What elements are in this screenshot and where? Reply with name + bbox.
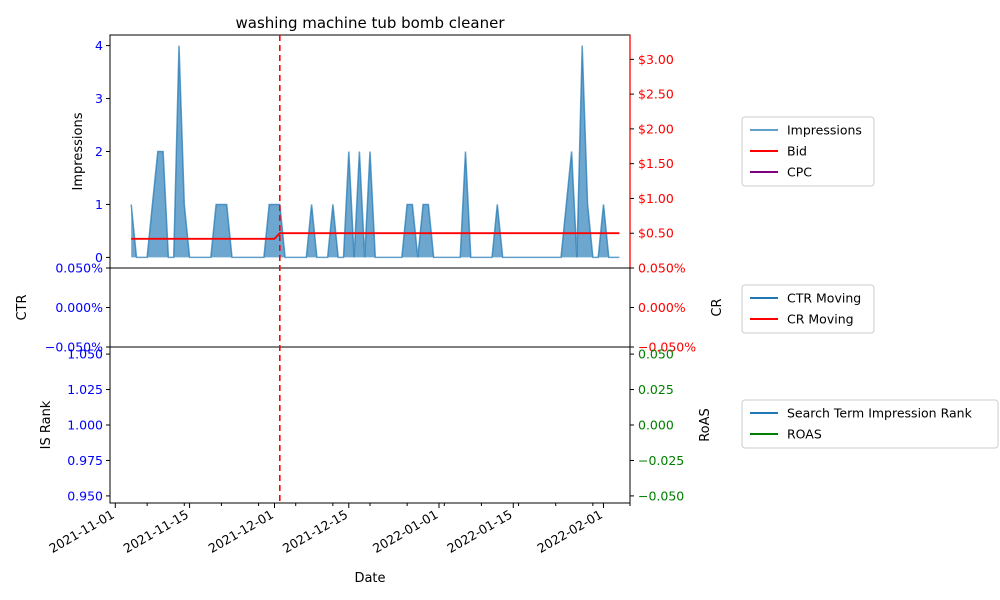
- bottom-left-tick-label: 1.025: [67, 382, 103, 397]
- bottom-right-tick-label: 0.050: [638, 347, 674, 362]
- top-right-tick-label: $2.00: [638, 121, 674, 136]
- bottom-legend-label: ROAS: [787, 427, 822, 442]
- middle-legend-label: CR Moving: [787, 312, 854, 327]
- bottom-left-axis-label: IS Rank: [39, 400, 54, 449]
- middle-left-tick-label: −0.050%: [45, 340, 103, 355]
- middle-right-tick-label: −0.050%: [638, 340, 696, 355]
- x-tick-label: 2022-01-15: [444, 507, 514, 556]
- bid-line: [131, 232, 620, 240]
- bottom-left-tick-label: 0.975: [67, 453, 103, 468]
- middle-left-tick-label: 0.050%: [55, 261, 103, 276]
- impressions-line: [130, 45, 620, 259]
- top-right-tick-label: $3.00: [638, 52, 674, 67]
- bottom-panel-frame: [109, 346, 631, 504]
- top-right-tick-label: $1.00: [638, 191, 674, 206]
- bottom-legend-box: [741, 399, 999, 449]
- x-axis-label: Date: [354, 571, 385, 586]
- x-tick-label: 2021-12-15: [280, 507, 350, 556]
- x-tick-label: 2022-02-01: [535, 507, 605, 556]
- x-tick-label: 2021-11-01: [46, 507, 116, 556]
- top-left-tick-label: 1: [95, 197, 103, 212]
- x-tick-label: 2021-11-15: [121, 507, 191, 556]
- top-left-tick-label: 0: [95, 250, 103, 265]
- top-legend-box: [741, 116, 875, 187]
- top-left-tick-label: 4: [95, 38, 103, 53]
- top-right-tick-label: $2.50: [638, 87, 674, 102]
- middle-right-tick-label: 0.000%: [638, 300, 686, 315]
- top-legend-label: Bid: [787, 144, 807, 159]
- top-left-tick-label: 3: [95, 91, 103, 106]
- bottom-left-tick-label: 1.050: [67, 347, 103, 362]
- middle-right-axis-label: CR: [710, 298, 725, 316]
- middle-left-axis-label: CTR: [15, 294, 30, 320]
- impressions-area: [131, 45, 620, 258]
- bottom-left-tick-label: 1.000: [67, 418, 103, 433]
- top-right-tick-label: $0.50: [638, 226, 674, 241]
- top-legend-label: CPC: [787, 165, 812, 180]
- top-left-axis-label: Impressions: [71, 112, 86, 190]
- middle-panel-frame: [109, 267, 631, 348]
- bottom-right-tick-label: 0.025: [638, 382, 674, 397]
- chart-title: washing machine tub bomb cleaner: [236, 14, 506, 32]
- middle-right-tick-label: 0.050%: [638, 261, 686, 276]
- middle-legend-label: CTR Moving: [787, 291, 861, 306]
- top-left-tick-label: 2: [95, 144, 103, 159]
- x-tick-label: 2022-01-01: [370, 507, 440, 556]
- bottom-right-tick-label: −0.050: [638, 488, 684, 503]
- bottom-right-tick-label: 0.000: [638, 418, 674, 433]
- bottom-left-tick-label: 0.950: [67, 488, 103, 503]
- x-tick-label: 2021-12-01: [206, 507, 276, 556]
- bottom-right-axis-label: RoAS: [698, 408, 713, 442]
- bottom-right-tick-label: −0.025: [638, 453, 684, 468]
- bottom-legend-label: Search Term Impression Rank: [787, 406, 973, 421]
- top-legend-label: Impressions: [787, 123, 862, 138]
- top-right-tick-label: $1.50: [638, 156, 674, 171]
- middle-left-tick-label: 0.000%: [55, 300, 103, 315]
